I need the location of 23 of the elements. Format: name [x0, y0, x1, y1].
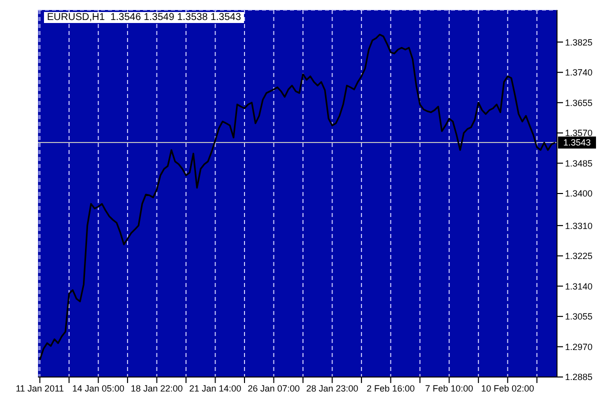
y-tick-label: 1.2970 — [565, 342, 593, 352]
x-tick-label: 10 Feb 02:00 — [481, 383, 534, 394]
y-tick-label: 1.3225 — [565, 251, 593, 262]
y-tick-label: 1.3310 — [565, 220, 593, 231]
x-tick-label: 2 Feb 16:00 — [366, 383, 415, 394]
y-tick-label: 1.2885 — [565, 372, 593, 382]
chart-title: EURUSD,H1 1.3546 1.3549 1.3538 1.3543 — [44, 12, 244, 23]
y-tick-label: 1.3825 — [565, 37, 593, 48]
x-tick-label: 26 Jan 07:00 — [248, 383, 300, 394]
y-tick-label: 1.3140 — [565, 281, 593, 292]
y-tick-label: 1.3740 — [565, 68, 593, 78]
ref-line-label: 1.3543 — [563, 138, 591, 148]
x-tick-label: 11 Jan 2011 — [16, 383, 64, 394]
x-tick-label: 7 Feb 10:00 — [425, 383, 474, 394]
x-tick-label: 14 Jan 05:00 — [72, 383, 124, 394]
y-tick-label: 1.3485 — [565, 158, 593, 168]
y-tick-label: 1.3570 — [565, 128, 593, 138]
y-tick-label: 1.3400 — [565, 188, 593, 199]
x-tick-label: 21 Jan 14:00 — [189, 383, 242, 394]
y-tick-label: 1.3655 — [565, 98, 593, 108]
y-tick-label: 1.3055 — [565, 312, 593, 322]
x-tick-label: 18 Jan 22:00 — [130, 383, 183, 394]
x-tick-label: 28 Jan 23:00 — [306, 383, 358, 394]
